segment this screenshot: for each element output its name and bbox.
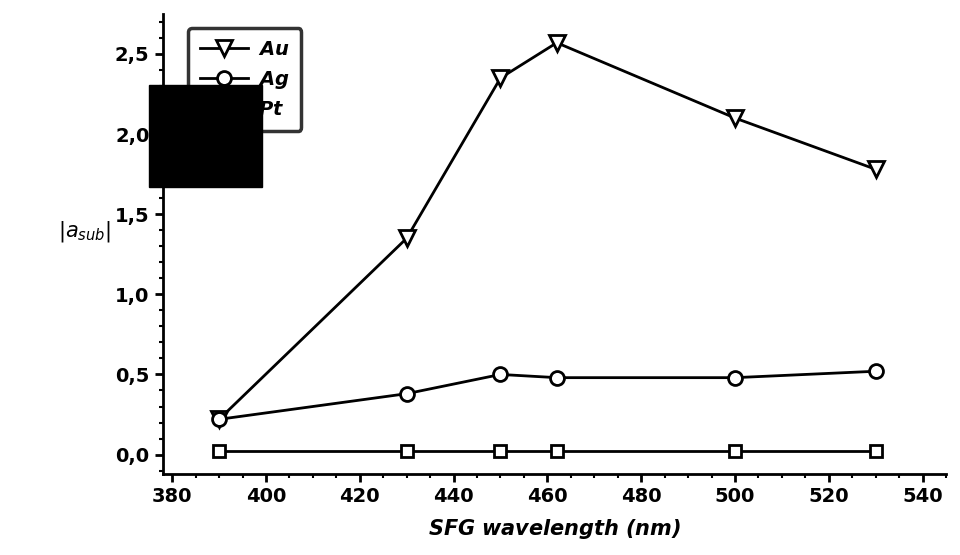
$\bfit{Au}$ <box>401 235 413 241</box>
$\bfit{Ag}$ <box>401 390 413 397</box>
Line: $\bfit{Ag}$: $\bfit{Ag}$ <box>212 364 882 426</box>
X-axis label: $\bfit{SFG\ wavelength\ (nm)}$: $\bfit{SFG\ wavelength\ (nm)}$ <box>428 517 681 541</box>
Line: $\bfit{Au}$: $\bfit{Au}$ <box>211 35 883 427</box>
$\bfit{Au}$ <box>213 416 225 423</box>
$\bfit{Pt}$ <box>494 448 506 455</box>
Line: $\bfit{Pt}$: $\bfit{Pt}$ <box>213 445 882 458</box>
$\bfit{Au}$ <box>551 39 563 46</box>
$\bfit{Ag}$ <box>494 371 506 378</box>
$\bfit{Ag}$ <box>551 374 563 381</box>
$\bfit{Pt}$ <box>551 448 563 455</box>
$\bfit{Au}$ <box>730 115 741 122</box>
$\bfit{Au}$ <box>494 75 506 82</box>
$\bfit{Pt}$ <box>730 448 741 455</box>
$\bfit{Ag}$ <box>870 368 881 375</box>
$\bfit{Pt}$ <box>401 448 413 455</box>
Legend: $\bfit{Au}$, $\bfit{Ag}$, $\bfit{Pt}$: $\bfit{Au}$, $\bfit{Ag}$, $\bfit{Pt}$ <box>188 28 301 131</box>
$\bfit{Ag}$ <box>730 374 741 381</box>
Y-axis label: $|a_{sub}|$: $|a_{sub}|$ <box>58 219 111 244</box>
$\bfit{Ag}$ <box>213 416 225 423</box>
$\bfit{Au}$ <box>870 166 881 173</box>
$\bfit{Pt}$ <box>870 448 881 455</box>
$\bfit{Pt}$ <box>213 448 225 455</box>
